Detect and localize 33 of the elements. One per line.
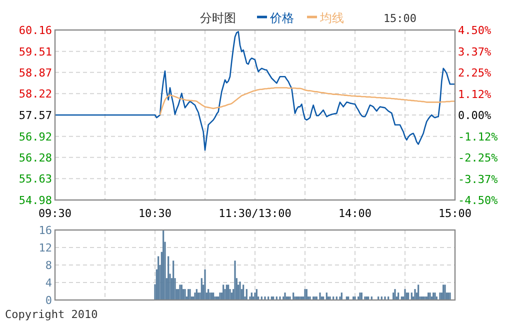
x-tick-label: 15:00 <box>438 207 472 220</box>
legend-label: 均线 <box>319 11 344 25</box>
y-tick-label: 12 <box>38 242 52 254</box>
text: 15:00 <box>383 12 417 25</box>
x-tick-label: 11:30/13:00 <box>218 207 292 220</box>
x-tick-label: 09:30 <box>38 207 72 220</box>
y-tick-label: 57.57 <box>18 109 52 122</box>
y-tick-label: 59.51 <box>18 45 52 58</box>
y-tick-label: 58.87 <box>18 66 52 80</box>
text: Copyright 2010 <box>5 308 98 321</box>
y-tick-label: 16 <box>38 224 52 237</box>
y2-tick-label: 3.37% <box>458 45 492 58</box>
y-tick-label: 8 <box>45 259 52 272</box>
y2-tick-label: 0.00% <box>458 109 492 122</box>
y2-tick-label: -1.12% <box>458 130 498 144</box>
y2-tick-label: -2.25% <box>458 152 498 164</box>
y2-tick-label: 2.25% <box>458 66 492 80</box>
y-tick-label: 58.22 <box>18 88 52 101</box>
y-tick-label: 55.63 <box>18 172 52 186</box>
y2-tick-label: 4.50% <box>458 24 492 37</box>
y-tick-label: 56.28 <box>18 151 52 164</box>
y2-tick-label: -4.50% <box>458 194 498 207</box>
y2-tick-label: -3.37% <box>458 172 498 186</box>
chart-title: 分时图 <box>200 11 236 25</box>
y-tick-label: 4 <box>45 276 52 290</box>
y2-tick-label: 1.12% <box>458 88 492 101</box>
x-tick-label: 10:30 <box>138 207 172 220</box>
y-tick-label: 60.16 <box>18 24 52 37</box>
x-tick-label: 14:00 <box>338 207 372 220</box>
y-tick-label: 56.92 <box>18 130 52 144</box>
legend-label: 价格 <box>269 11 294 25</box>
y-tick-label: 0 <box>45 294 52 307</box>
y-tick-label: 54.98 <box>18 194 52 207</box>
